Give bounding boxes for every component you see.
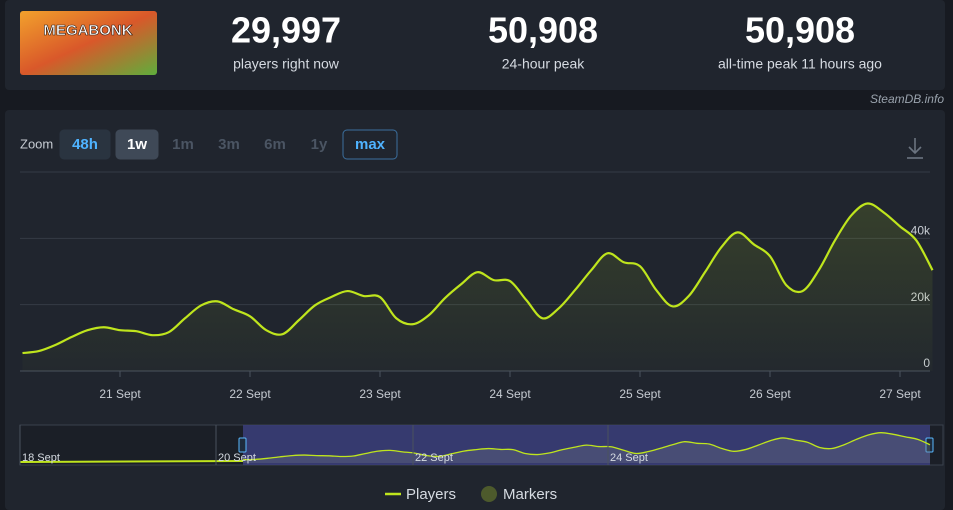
navigator-area xyxy=(243,432,930,463)
stat-value: 50,908 xyxy=(745,10,855,51)
stat-value: 29,997 xyxy=(231,10,341,51)
x-tick-label: 25 Sept xyxy=(619,387,661,401)
zoom-button-label[interactable]: 3m xyxy=(218,136,240,153)
legend-entry[interactable]: Players xyxy=(406,486,456,503)
zoom-button-label[interactable]: 1y xyxy=(311,136,328,153)
legend-entry[interactable]: Markers xyxy=(503,486,557,503)
x-tick-label: 21 Sept xyxy=(99,387,141,401)
stat-label: players right now xyxy=(233,56,340,72)
navigator-label: 22 Sept xyxy=(415,452,453,464)
x-tick-label: 22 Sept xyxy=(229,387,271,401)
zoom-button[interactable] xyxy=(342,129,398,160)
zoom-label: Zoom xyxy=(20,136,53,151)
header-panel xyxy=(5,0,945,90)
game-logo xyxy=(20,11,157,75)
zoom-button-label[interactable]: 48h xyxy=(72,136,98,153)
y-tick-label: 40k xyxy=(911,224,931,238)
navigator-handle[interactable] xyxy=(238,437,247,453)
x-tick-label: 26 Sept xyxy=(749,387,791,401)
x-tick-label: 27 Sept xyxy=(879,387,921,401)
credit[interactable]: SteamDB.info xyxy=(870,92,944,106)
navigator-line xyxy=(242,432,931,461)
stat-value: 50,908 xyxy=(488,10,598,51)
zoom-button[interactable] xyxy=(59,129,111,160)
navigator-content: 18 Sept 20 Sept 22 Sept 24 Sept xyxy=(19,425,931,465)
navigator-label: 20 Sept xyxy=(218,452,256,464)
stat-label: all-time peak 11 hours ago xyxy=(718,56,882,72)
x-tick-label: 23 Sept xyxy=(359,387,401,401)
zoom-button-label[interactable]: 1w xyxy=(127,136,147,153)
logo-text: MEGABONK xyxy=(43,22,132,39)
line xyxy=(22,202,934,355)
zoom-button-label[interactable]: max xyxy=(355,136,386,153)
legend-swatch xyxy=(481,486,497,502)
zoom-button-label[interactable]: 6m xyxy=(264,136,286,153)
zoom-buttons: 48h 1w 1m 3m 6m 1y max xyxy=(59,129,398,160)
zoom-button-label[interactable]: 1m xyxy=(172,136,194,153)
navigator-label: 18 Sept xyxy=(22,452,60,464)
stat-label: 24-hour peak xyxy=(502,56,586,72)
navigator-baseline xyxy=(19,460,244,463)
zoom-button[interactable] xyxy=(115,129,159,160)
x-tick-label: 24 Sept xyxy=(489,387,531,401)
download-icon[interactable] xyxy=(907,138,923,159)
area xyxy=(22,203,933,371)
navigator-label: 24 Sept xyxy=(610,452,648,464)
